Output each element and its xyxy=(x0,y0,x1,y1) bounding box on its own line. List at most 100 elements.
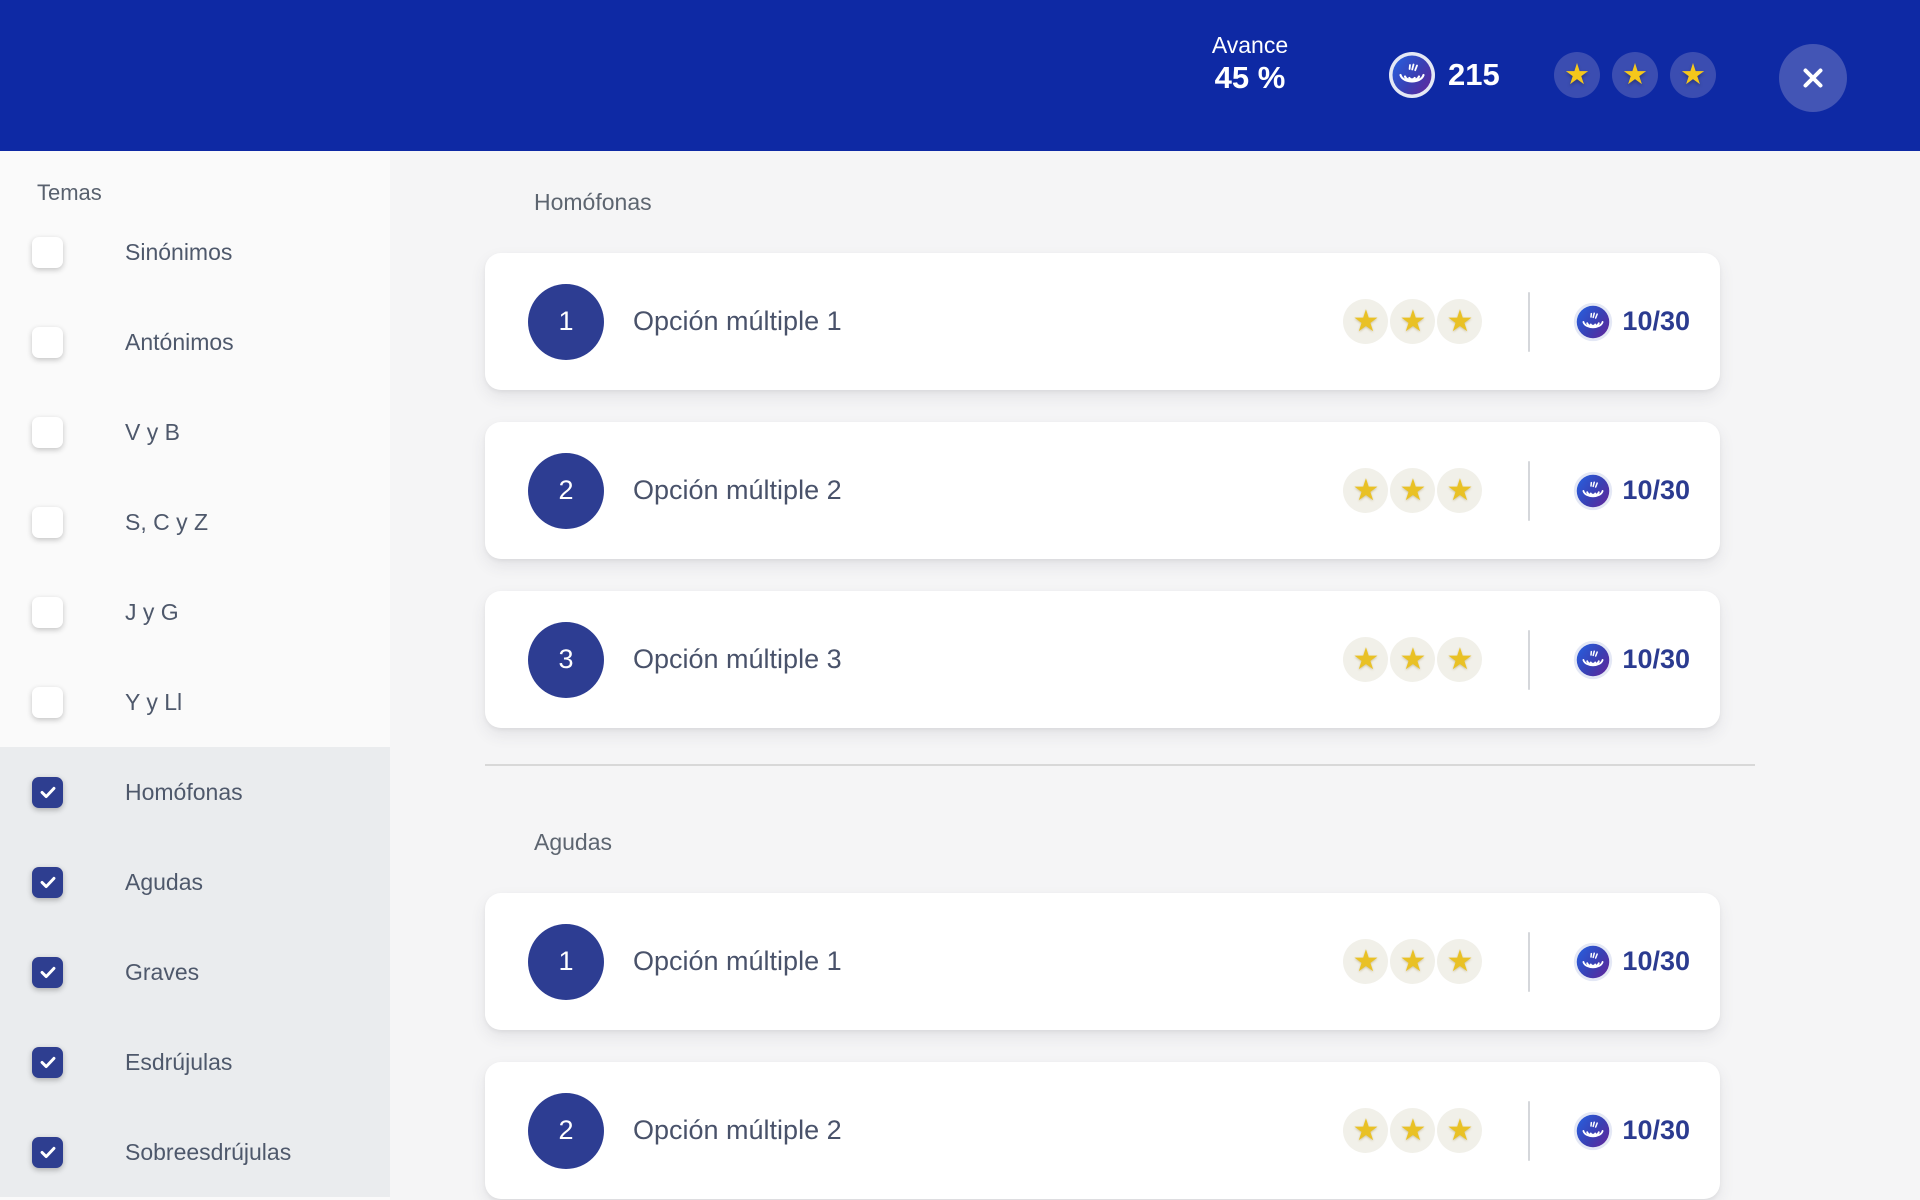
header-stars: ★ ★ ★ xyxy=(1554,52,1716,98)
card-divider xyxy=(1528,931,1531,992)
points-value: 215 xyxy=(1448,57,1500,92)
card-stars: ★ ★ ★ xyxy=(1343,468,1483,513)
points-badge-icon xyxy=(1574,1111,1613,1150)
close-button[interactable] xyxy=(1779,44,1847,112)
exercise-score: 10/30 xyxy=(1622,1115,1690,1145)
progress-value: 45 % xyxy=(1214,60,1286,95)
score-star-icon: ★ xyxy=(1343,939,1389,984)
exercise-number: 2 xyxy=(528,1092,604,1169)
topic-checkbox[interactable] xyxy=(32,326,63,358)
topic-checkbox[interactable] xyxy=(32,776,63,808)
topic-checkbox[interactable] xyxy=(32,1136,63,1168)
close-icon xyxy=(1803,68,1823,88)
score-badge-icon xyxy=(1573,1111,1613,1151)
topic-label: Sinónimos xyxy=(125,238,233,265)
score-star-icon: ★ xyxy=(1390,468,1436,513)
checkmark-icon xyxy=(40,1056,55,1069)
score-star-icon: ★ xyxy=(1343,1108,1389,1153)
score-badge-icon xyxy=(1573,640,1613,680)
card-stars: ★ ★ ★ xyxy=(1343,939,1483,984)
card-list: 1 Opción múltiple 1 ★ ★ ★ 10/30 2 Opción m… xyxy=(485,893,1920,1199)
score-star-icon: ★ xyxy=(1390,637,1436,682)
topic-checkbox[interactable] xyxy=(32,1046,63,1078)
exercise-card[interactable]: 2 Opción múltiple 2 ★ ★ ★ 10/30 xyxy=(485,1062,1720,1199)
topic-label: Sobreesdrújulas xyxy=(125,1138,292,1165)
exercise-card[interactable]: 2 Opción múltiple 2 ★ ★ ★ 10/30 xyxy=(485,422,1720,559)
topic-row[interactable]: Y y Ll xyxy=(0,657,390,747)
score-star-icon: ★ xyxy=(1437,637,1483,682)
topic-checkbox[interactable] xyxy=(32,416,63,448)
topic-checkbox[interactable] xyxy=(32,866,63,898)
exercise-number: 2 xyxy=(528,452,604,529)
topic-checkbox[interactable] xyxy=(32,506,63,538)
checkmark-icon xyxy=(40,1146,55,1159)
exercise-title: Opción múltiple 1 xyxy=(633,946,842,976)
points-badge-icon xyxy=(1574,302,1613,341)
star-glyph: ★ xyxy=(1446,304,1474,338)
exercise-number: 3 xyxy=(528,621,604,698)
topic-checkbox[interactable] xyxy=(32,956,63,988)
star-glyph: ★ xyxy=(1399,473,1427,507)
topic-checkbox[interactable] xyxy=(32,236,63,268)
card-list: 1 Opción múltiple 1 ★ ★ ★ 10/30 2 Opción m… xyxy=(485,253,1920,728)
star-glyph: ★ xyxy=(1352,944,1380,978)
exercise-card[interactable]: 1 Opción múltiple 1 ★ ★ ★ 10/30 xyxy=(485,893,1720,1030)
topic-checkbox[interactable] xyxy=(32,686,63,718)
topic-row[interactable]: Antónimos xyxy=(0,297,390,387)
score-star-icon: ★ xyxy=(1437,1108,1483,1153)
progress-indicator: Avance 45 % xyxy=(1160,30,1340,96)
topic-row[interactable]: V y B xyxy=(0,387,390,477)
exercise-title: Opción múltiple 3 xyxy=(633,644,842,674)
star-glyph: ★ xyxy=(1399,304,1427,338)
exercise-score: 10/30 xyxy=(1622,946,1690,976)
topic-row[interactable]: Sinónimos xyxy=(0,207,390,297)
score-star-icon: ★ xyxy=(1390,299,1436,344)
star-glyph: ★ xyxy=(1446,1113,1474,1147)
topic-row[interactable]: Homófonas xyxy=(0,747,390,837)
progress-label: Avance xyxy=(1211,32,1289,58)
score-badge-icon xyxy=(1573,302,1613,342)
star-glyph: ★ xyxy=(1399,642,1427,676)
topic-row[interactable]: Agudas xyxy=(0,837,390,927)
topic-label: V y B xyxy=(125,418,180,445)
sidebar-title: Temas xyxy=(37,180,102,205)
topic-label: Homófonas xyxy=(125,778,243,805)
topic-row[interactable]: Graves xyxy=(0,927,390,1017)
score-star-icon: ★ xyxy=(1437,468,1483,513)
header-star-icon: ★ xyxy=(1670,52,1716,98)
points-badge-icon xyxy=(1389,52,1435,98)
exercise-title: Opción múltiple 1 xyxy=(633,306,842,336)
topic-row[interactable]: Esdrújulas xyxy=(0,1017,390,1107)
exercise-card[interactable]: 3 Opción múltiple 3 ★ ★ ★ 10/30 xyxy=(485,591,1720,728)
topic-label: Antónimos xyxy=(125,328,234,355)
exercise-card[interactable]: 1 Opción múltiple 1 ★ ★ ★ 10/30 xyxy=(485,253,1720,390)
exercise-number: 1 xyxy=(528,283,604,360)
star-glyph: ★ xyxy=(1564,58,1590,91)
exercise-score: 10/30 xyxy=(1622,306,1690,336)
content: Homófonas 1 Opción múltiple 1 ★ ★ ★ 10/30 … xyxy=(390,151,1920,1200)
score-star-icon: ★ xyxy=(1343,637,1389,682)
header-star-icon: ★ xyxy=(1554,52,1600,98)
checkmark-icon xyxy=(40,876,55,889)
section-title: Homófonas xyxy=(534,189,652,215)
star-glyph: ★ xyxy=(1622,58,1648,91)
points-badge-icon xyxy=(1574,471,1613,510)
card-divider xyxy=(1528,629,1531,690)
checkmark-icon xyxy=(40,786,55,799)
section-divider xyxy=(485,764,1755,766)
exercise-section: Agudas 1 Opción múltiple 1 ★ ★ ★ 10/30 2 O… xyxy=(485,827,1920,1199)
topic-list: Sinónimos Antónimos V y B S, C y Z J y G xyxy=(0,207,390,1197)
topic-row[interactable]: J y G xyxy=(0,567,390,657)
star-glyph: ★ xyxy=(1399,944,1427,978)
topic-checkbox[interactable] xyxy=(32,596,63,628)
topic-label: Agudas xyxy=(125,868,204,895)
topic-row[interactable]: Sobreesdrújulas xyxy=(0,1107,390,1197)
star-glyph: ★ xyxy=(1446,944,1474,978)
topic-row[interactable]: S, C y Z xyxy=(0,477,390,567)
score-star-icon: ★ xyxy=(1437,939,1483,984)
card-divider xyxy=(1528,1100,1531,1161)
card-divider xyxy=(1528,291,1531,352)
exercise-number: 1 xyxy=(528,923,604,1000)
score-badge-icon xyxy=(1573,942,1613,982)
